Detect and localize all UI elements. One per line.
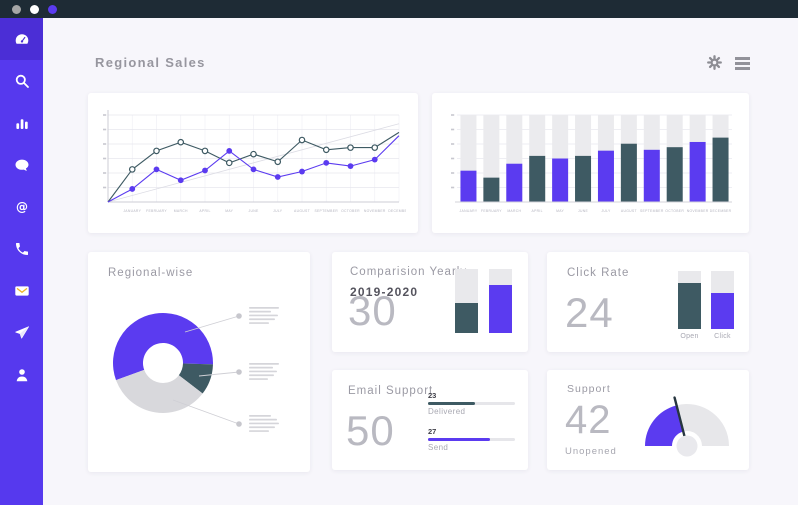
click-rate-card: Click Rate 24 Open Click (547, 252, 749, 352)
svg-text:FEBRUARY: FEBRUARY (146, 209, 167, 213)
progress-label: Delivered (428, 407, 466, 416)
svg-text:MARCH: MARCH (507, 209, 521, 213)
svg-text:JUNE: JUNE (248, 209, 258, 213)
support-card: Support 42 Unopened (547, 370, 749, 470)
big-number: 50 (346, 407, 395, 454)
svg-text:MAY: MAY (225, 209, 233, 213)
comp-bar-fill (489, 285, 512, 333)
svg-text:NOVEMBER: NOVEMBER (364, 209, 386, 213)
progress-label: Send (428, 443, 449, 452)
progress-fill (428, 402, 475, 405)
card-title: Regional-wise (108, 267, 194, 279)
click-rate-bar-click: Click (711, 271, 734, 340)
svg-text:MAY: MAY (556, 209, 564, 213)
sidebar-item-messages[interactable] (0, 144, 43, 186)
bar-chart-icon (14, 115, 30, 131)
bar-chart: JANUARY FEBRUARY MARCH APRIL MAY JUNE JULY AUGU… (443, 103, 738, 228)
svg-text:JANUARY: JANUARY (460, 209, 478, 213)
svg-text:NOVEMBER: NOVEMBER (687, 209, 709, 213)
page-title: Regional Sales (95, 55, 206, 70)
svg-text:@: @ (16, 200, 28, 214)
progress-track (428, 402, 515, 405)
svg-text:DECEMBER: DECEMBER (710, 209, 732, 213)
svg-text:AUGUST: AUGUST (621, 209, 637, 213)
svg-text:AUGUST: AUGUST (294, 209, 310, 213)
svg-text:JANUARY: JANUARY (123, 209, 141, 213)
svg-text:OCTOBER: OCTOBER (665, 209, 684, 213)
comparision-bars (455, 269, 512, 333)
progress-track (428, 438, 515, 441)
svg-text:SEPTEMBER: SEPTEMBER (640, 209, 664, 213)
window-dot-3[interactable] (48, 4, 57, 14)
comp-bar-track (455, 269, 478, 333)
gear-icon[interactable] (706, 54, 723, 71)
sidebar: @ (0, 18, 43, 505)
at-sign-icon: @ (14, 199, 30, 215)
regional-wise-card: Regional-wise (88, 252, 310, 472)
bar-fill (711, 293, 734, 329)
svg-text:JULY: JULY (273, 209, 283, 213)
card-title: Support (567, 383, 611, 395)
user-icon (14, 367, 30, 383)
card-title: Email Support (348, 385, 434, 397)
sidebar-item-mentions[interactable]: @ (0, 186, 43, 228)
card-title: Comparision Yearly (350, 266, 468, 278)
bar-track (711, 271, 734, 329)
gauge-label: Unopened (565, 446, 617, 457)
envelope-icon (14, 283, 30, 299)
svg-text:MARCH: MARCH (174, 209, 188, 213)
search-icon (14, 73, 30, 89)
comp-bar-fill (455, 302, 478, 333)
email-progress-send: 27 Send (428, 427, 515, 452)
line-chart: JANUARY FEBRUARY MARCH APRIL MAY JUNE JULY AUGU… (100, 103, 410, 228)
bar-fill (678, 282, 701, 329)
dashboard-gauge-icon (14, 31, 30, 47)
svg-text:FEBRUARY: FEBRUARY (481, 209, 502, 213)
sidebar-item-profile[interactable] (0, 354, 43, 396)
sidebar-item-analytics[interactable] (0, 102, 43, 144)
window-dot-1[interactable] (12, 4, 21, 14)
svg-text:SEPTEMBER: SEPTEMBER (314, 209, 338, 213)
click-rate-bar-open: Open (678, 271, 701, 340)
click-rate-bars: Open Click (678, 271, 734, 340)
svg-text:JUNE: JUNE (578, 209, 588, 213)
sidebar-item-send[interactable] (0, 312, 43, 354)
svg-text:DECEMBER: DECEMBER (388, 209, 406, 213)
bar-label: Click (714, 333, 731, 340)
sidebar-item-calls[interactable] (0, 228, 43, 270)
sidebar-item-mail[interactable] (0, 270, 43, 312)
email-progress-list: 23 Delivered 27 Send (428, 391, 515, 452)
big-number: 24 (565, 289, 614, 336)
big-number: 42 (565, 398, 612, 442)
card-title: Click Rate (567, 267, 630, 279)
bar-chart-card: JANUARY FEBRUARY MARCH APRIL MAY JUNE JULY AUGU… (432, 93, 749, 233)
sidebar-item-dashboard[interactable] (0, 18, 43, 60)
svg-text:APRIL: APRIL (199, 209, 210, 213)
line-chart-card: JANUARY FEBRUARY MARCH APRIL MAY JUNE JULY AUGU… (88, 93, 418, 233)
bar-label: Open (680, 333, 699, 340)
sidebar-item-search[interactable] (0, 60, 43, 102)
progress-value: 27 (428, 427, 437, 436)
email-support-card: Email Support 50 23 Delivered 27 Send (332, 370, 528, 470)
paper-plane-icon (14, 325, 30, 341)
progress-fill (428, 438, 490, 441)
svg-text:OCTOBER: OCTOBER (341, 209, 360, 213)
gauge-chart (637, 384, 741, 463)
header-actions (706, 54, 750, 71)
svg-text:JULY: JULY (601, 209, 611, 213)
card-subtitle: 2019-2020 (350, 285, 419, 299)
bar-track (678, 271, 701, 329)
email-progress-delivered: 23 Delivered (428, 391, 515, 416)
menu-icon[interactable] (735, 55, 750, 70)
progress-value: 23 (428, 391, 437, 400)
chat-bubble-icon (14, 157, 30, 173)
big-number: 30 (348, 287, 397, 334)
window-dot-2[interactable] (30, 4, 39, 14)
donut-chart (88, 252, 310, 477)
svg-text:APRIL: APRIL (532, 209, 543, 213)
comparision-yearly-card: Comparision Yearly 2019-2020 30 (332, 252, 528, 352)
window-titlebar (0, 0, 798, 18)
phone-icon (14, 241, 30, 257)
comp-bar-track (489, 269, 512, 333)
